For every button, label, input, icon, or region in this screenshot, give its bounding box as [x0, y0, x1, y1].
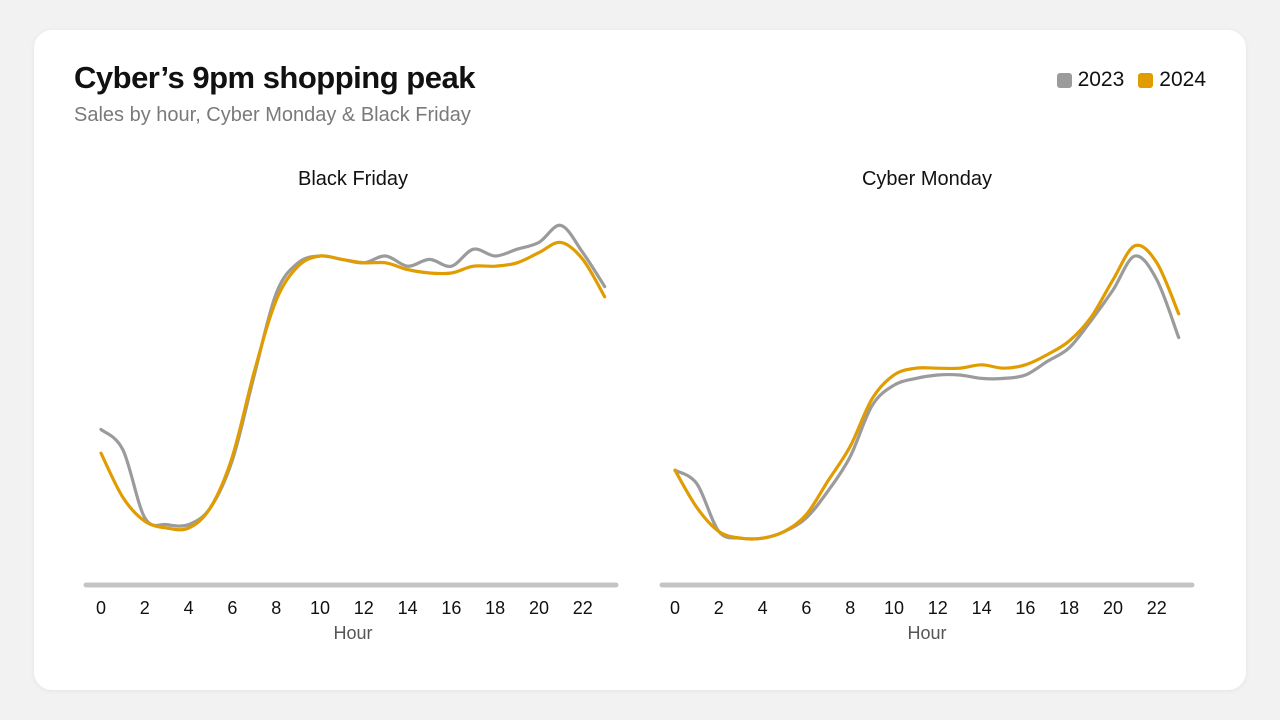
cyber-monday-panel: Cyber Monday 0 2 4 6 8 10 12 14 16 18 20 22 Hour — [659, 168, 1195, 643]
cyber-monday-x-tick: 10 — [884, 598, 904, 618]
chart-card: Cyber’s 9pm shopping peak Sales by hour,… — [34, 30, 1246, 690]
cyber-monday-title: Cyber Monday — [862, 168, 992, 190]
chart-subtitle: Sales by hour, Cyber Monday & Black Frid… — [74, 104, 471, 126]
black-friday-x-tick: 8 — [271, 598, 281, 618]
black-friday-series-2024 — [99, 240, 607, 532]
cyber-monday-x-tick: 2 — [714, 598, 724, 618]
legend-label-2023: 2023 — [1077, 68, 1125, 91]
legend-label-2024: 2024 — [1159, 68, 1206, 91]
cyber-monday-x-tick: 4 — [758, 598, 768, 618]
black-friday-x-tick: 0 — [96, 598, 106, 618]
cyber-monday-x-tick: 22 — [1147, 598, 1167, 618]
black-friday-x-tick: 6 — [227, 598, 237, 618]
black-friday-title: Black Friday — [298, 168, 408, 190]
cyber-monday-x-tick: 0 — [670, 598, 680, 618]
legend-swatch-2024 — [1138, 72, 1154, 88]
black-friday-series-2023 — [99, 223, 607, 528]
legend-item-2023: 2023 — [1056, 68, 1125, 92]
cyber-monday-x-tick: 14 — [972, 598, 992, 618]
cyber-monday-series-2024 — [673, 243, 1181, 541]
black-friday-panel: Black Friday 0 2 4 6 8 10 12 14 16 18 20 22 Hour — [83, 168, 619, 643]
legend: 2023 2024 — [1056, 68, 1206, 92]
cyber-monday-x-tick: 12 — [928, 598, 948, 618]
black-friday-x-tick: 10 — [310, 598, 330, 618]
black-friday-x-tick: 4 — [184, 598, 194, 618]
black-friday-x-tick: 14 — [398, 598, 418, 618]
cyber-monday-x-axis-label: Hour — [907, 623, 946, 643]
black-friday-x-tick: 16 — [441, 598, 461, 618]
black-friday-x-tick: 18 — [485, 598, 505, 618]
black-friday-x-tick: 12 — [354, 598, 374, 618]
cyber-monday-x-tick: 8 — [845, 598, 855, 618]
black-friday-x-tick: 20 — [529, 598, 549, 618]
cyber-monday-x-tick: 16 — [1015, 598, 1035, 618]
cyber-monday-x-tick: 6 — [801, 598, 811, 618]
cyber-monday-x-tick: 18 — [1059, 598, 1079, 618]
legend-swatch-2023 — [1056, 72, 1072, 88]
cyber-monday-x-tick: 20 — [1103, 598, 1123, 618]
legend-item-2024: 2024 — [1138, 68, 1206, 92]
chart-title: Cyber’s 9pm shopping peak — [74, 60, 475, 95]
black-friday-x-tick: 22 — [573, 598, 593, 618]
black-friday-x-axis-label: Hour — [333, 623, 372, 643]
black-friday-x-tick: 2 — [140, 598, 150, 618]
